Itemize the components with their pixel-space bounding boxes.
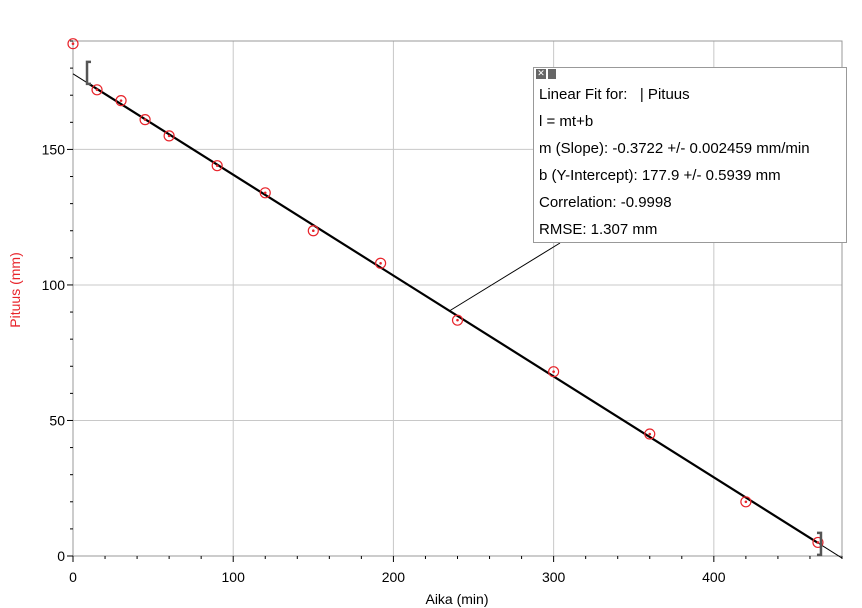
- data-point-center: [215, 164, 219, 167]
- data-point-center: [119, 99, 123, 102]
- close-icon[interactable]: ✕: [536, 69, 546, 79]
- data-point-center: [456, 318, 459, 322]
- data-point: [163, 130, 175, 142]
- data-point: [644, 428, 656, 440]
- tick-labels: 0 100 200 300 400 0 50 100 150: [42, 141, 726, 585]
- y-tick-label: 50: [49, 412, 65, 428]
- fit-line: [88, 82, 819, 544]
- data-point: [91, 84, 103, 96]
- fit-range-start-bracket: [85, 60, 92, 86]
- data-point: [259, 187, 271, 199]
- data-point-center: [744, 500, 748, 504]
- data-point-center: [379, 261, 382, 265]
- y-tick-label: 150: [42, 141, 66, 157]
- fit-range-brackets[interactable]: [85, 60, 823, 557]
- data-point: [67, 38, 79, 50]
- data-point: [548, 366, 560, 378]
- data-point: [740, 496, 752, 508]
- data-point: [115, 95, 127, 107]
- fit-intercept: b (Y-Intercept): 177.9 +/- 0.5939 mm: [539, 167, 781, 184]
- fit-rmse: RMSE: 1.307 mm: [539, 221, 658, 238]
- data-point-center: [312, 229, 315, 233]
- data-point-center: [816, 541, 820, 544]
- linear-fit-annotation[interactable]: ✕ Linear Fit for: | Pituus l = mt+b m (S…: [533, 67, 847, 243]
- data-point-center: [167, 134, 171, 138]
- data-point-center: [552, 370, 555, 373]
- annotation-leader-line: [449, 242, 561, 312]
- minor-ticks: [70, 40, 843, 559]
- fit-range-end-bracket: [816, 531, 823, 557]
- x-tick-label: 100: [222, 569, 246, 585]
- x-tick-label: 0: [69, 569, 77, 585]
- fit-equation: l = mt+b: [539, 113, 594, 130]
- data-point-center: [263, 191, 267, 195]
- x-tick-label: 400: [702, 569, 726, 585]
- data-point: [307, 225, 319, 237]
- data-point: [211, 160, 223, 172]
- fit-correlation: Correlation: -0.9998: [539, 194, 672, 211]
- y-tick-label: 100: [42, 277, 66, 293]
- data-point-center: [95, 88, 99, 92]
- data-point-center: [143, 118, 147, 121]
- fit-line-group: [72, 73, 843, 559]
- x-axis-label: Aika (min): [425, 591, 488, 607]
- menu-icon[interactable]: [548, 69, 556, 79]
- y-axis-label: Pituus (mm): [7, 252, 23, 327]
- data-point: [139, 114, 151, 126]
- x-tick-label: 300: [542, 569, 566, 585]
- data-point: [451, 314, 464, 326]
- fit-slope: m (Slope): -0.3722 +/- 0.002459 mm/min: [539, 140, 810, 157]
- fit-title: Linear Fit for: | Pituus: [539, 86, 690, 103]
- data-point-center: [648, 432, 652, 436]
- data-points: [67, 38, 824, 549]
- x-tick-label: 200: [382, 569, 406, 585]
- y-tick-label: 0: [57, 548, 65, 564]
- data-point: [375, 257, 387, 269]
- data-point-center: [71, 42, 75, 46]
- data-point: [812, 536, 824, 549]
